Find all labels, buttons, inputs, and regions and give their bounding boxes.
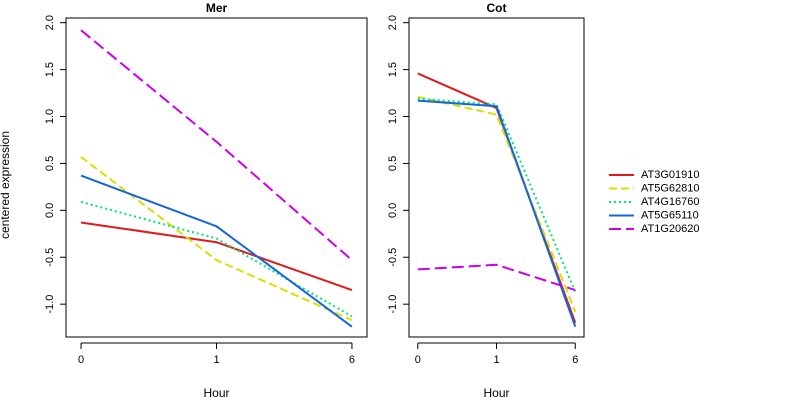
series-line-at3g01910 bbox=[417, 72, 577, 324]
y-tick-label: 1.5 bbox=[44, 62, 56, 77]
y-tick-label: -0.5 bbox=[44, 248, 56, 267]
series-line-at5g62810 bbox=[417, 95, 577, 313]
y-tick-label: 1.0 bbox=[44, 109, 56, 124]
y-tick-label: 2.0 bbox=[387, 15, 399, 30]
x-tick-label: 1 bbox=[493, 354, 499, 366]
y-axis-label: centered expression bbox=[0, 131, 12, 239]
legend-item: AT1G20620 bbox=[609, 223, 700, 235]
y-tick-label: 2.0 bbox=[44, 15, 56, 30]
y-tick-label: -1.0 bbox=[44, 295, 56, 314]
legend-label: AT5G65110 bbox=[641, 209, 699, 221]
y-tick-label: 0.5 bbox=[387, 156, 399, 171]
legend-item: AT3G01910 bbox=[609, 169, 700, 181]
series-line-at3g01910 bbox=[80, 221, 353, 292]
x-axis-label: Hour bbox=[203, 386, 229, 400]
x-tick-label: 0 bbox=[78, 354, 84, 366]
y-tick-label: 0.5 bbox=[44, 156, 56, 171]
panel-title: Cot bbox=[487, 1, 507, 15]
y-tick-label: -1.0 bbox=[387, 295, 399, 314]
legend-label: AT3G01910 bbox=[641, 169, 700, 181]
series-line-at1g20620 bbox=[417, 263, 576, 292]
series-line-at1g20620 bbox=[80, 29, 353, 261]
legend-item: AT5G62810 bbox=[609, 182, 700, 194]
y-tick-label: 0.0 bbox=[44, 203, 56, 218]
plot-frame bbox=[408, 17, 585, 338]
x-axis-label: Hour bbox=[483, 386, 509, 400]
panel-title: Mer bbox=[206, 1, 228, 15]
y-tick-label: 1.0 bbox=[387, 109, 399, 124]
x-tick-label: 0 bbox=[415, 354, 421, 366]
series-line-at5g62810 bbox=[80, 156, 353, 322]
legend-label: AT5G62810 bbox=[641, 182, 700, 194]
series-line-at4g16760 bbox=[80, 200, 353, 318]
y-tick-label: -0.5 bbox=[387, 248, 399, 267]
y-tick-label: 1.5 bbox=[387, 62, 399, 77]
x-tick-label: 1 bbox=[213, 354, 219, 366]
y-tick-label: 0.0 bbox=[387, 203, 399, 218]
panel-cot: Cot -1.0 -0.5 0.0 0.5 1.0 1.5 2.0 0 1 6 Hour bbox=[387, 1, 585, 400]
x-tick-label: 6 bbox=[572, 354, 578, 366]
panels: Mer -1.0 -0.5 0.0 0.5 1.0 1.5 2.0 0 1 6 Hour Cot -1.0… bbox=[44, 1, 585, 400]
legend-label: AT4G16760 bbox=[641, 196, 700, 208]
legend-label: AT1G20620 bbox=[641, 223, 700, 235]
series-line-at4g16760 bbox=[417, 97, 577, 293]
plot-frame bbox=[65, 17, 368, 338]
legend-item: AT5G65110 bbox=[609, 209, 699, 221]
x-tick-label: 6 bbox=[349, 354, 355, 366]
series-line-at5g65110 bbox=[80, 174, 353, 328]
panel-mer: Mer -1.0 -0.5 0.0 0.5 1.0 1.5 2.0 0 1 6 Hour bbox=[44, 1, 368, 400]
series-line-at5g65110 bbox=[417, 99, 577, 328]
legend-item: AT4G16760 bbox=[609, 196, 700, 208]
